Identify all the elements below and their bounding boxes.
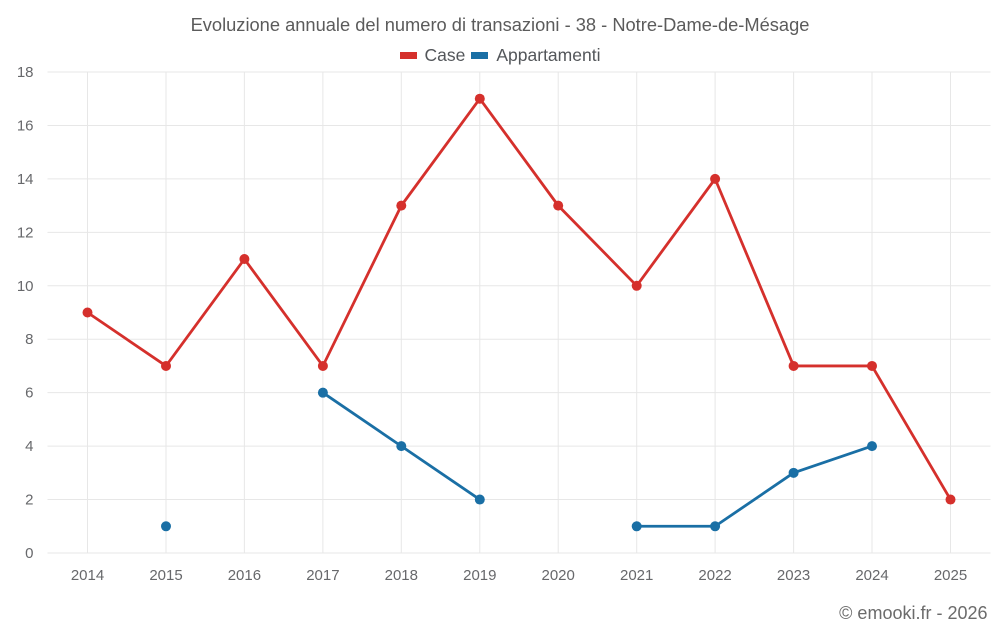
svg-text:2014: 2014: [71, 567, 104, 584]
svg-text:2017: 2017: [306, 567, 339, 584]
svg-text:2018: 2018: [385, 567, 418, 584]
svg-text:18: 18: [17, 64, 34, 81]
svg-text:2025: 2025: [934, 567, 967, 584]
svg-text:16: 16: [17, 117, 34, 134]
svg-text:6: 6: [25, 385, 33, 402]
svg-text:8: 8: [25, 331, 33, 348]
svg-text:14: 14: [17, 171, 34, 188]
svg-text:2020: 2020: [542, 567, 575, 584]
svg-text:0: 0: [25, 545, 33, 562]
svg-text:2: 2: [25, 492, 33, 509]
svg-text:12: 12: [17, 224, 34, 241]
svg-text:2015: 2015: [149, 567, 182, 584]
svg-text:2022: 2022: [698, 567, 731, 584]
svg-text:2023: 2023: [777, 567, 810, 584]
svg-text:4: 4: [25, 438, 33, 455]
svg-text:2016: 2016: [228, 567, 261, 584]
svg-text:10: 10: [17, 278, 34, 295]
svg-text:2024: 2024: [855, 567, 888, 584]
svg-text:2019: 2019: [463, 567, 496, 584]
svg-text:2021: 2021: [620, 567, 653, 584]
